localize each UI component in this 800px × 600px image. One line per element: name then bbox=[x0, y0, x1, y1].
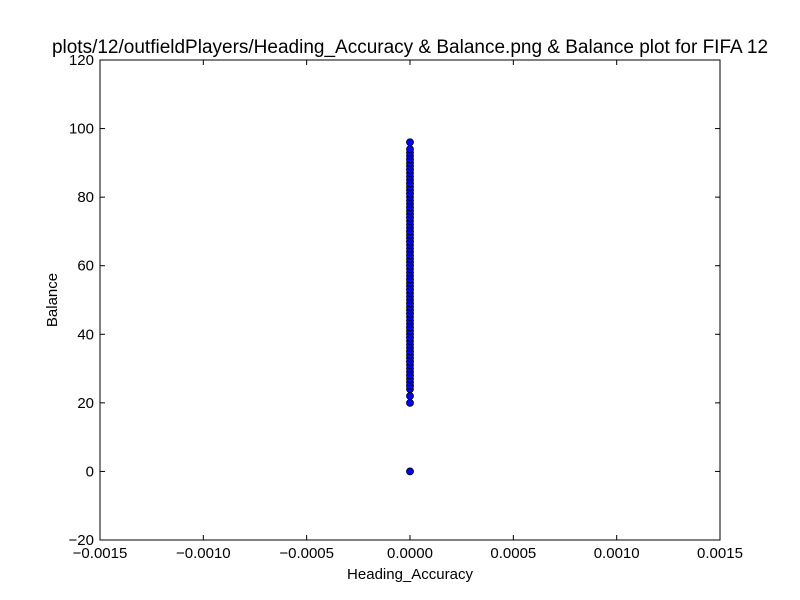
x-tick-label: −0.0015 bbox=[73, 545, 128, 562]
y-tick-label: 80 bbox=[77, 189, 94, 206]
chart-title: plots/12/outfieldPlayers/Heading_Accurac… bbox=[52, 37, 768, 58]
data-point bbox=[406, 398, 414, 407]
x-tick-label: 0.0000 bbox=[387, 545, 433, 562]
data-point bbox=[406, 138, 414, 147]
plot-area-frame bbox=[99, 59, 721, 541]
y-tick-label: 100 bbox=[69, 121, 94, 138]
x-axis-label: Heading_Accuracy bbox=[347, 566, 473, 583]
data-point bbox=[406, 145, 414, 154]
data-point bbox=[406, 467, 414, 476]
y-tick-label: 20 bbox=[77, 395, 94, 412]
y-axis-label: Balance bbox=[44, 273, 61, 327]
data-point bbox=[406, 392, 414, 400]
x-tick-label: −0.0005 bbox=[279, 545, 334, 562]
x-tick-label: 0.0010 bbox=[594, 545, 640, 562]
axis-ticks: −0.0015 −0.0010 −0.0005 0.0000 0.0005 0.0010 0… bbox=[69, 52, 743, 562]
data-points bbox=[406, 138, 414, 476]
y-tick-label: 60 bbox=[77, 258, 94, 275]
y-tick-label: 0 bbox=[86, 463, 94, 480]
x-tick-label: 0.0005 bbox=[490, 545, 536, 562]
y-tick-label: −20 bbox=[69, 532, 94, 549]
x-tick-label: −0.0010 bbox=[176, 545, 231, 562]
x-tick-label: 0.0015 bbox=[697, 545, 743, 562]
y-tick-label: 40 bbox=[77, 326, 94, 343]
y-tick-label: 120 bbox=[69, 52, 94, 69]
